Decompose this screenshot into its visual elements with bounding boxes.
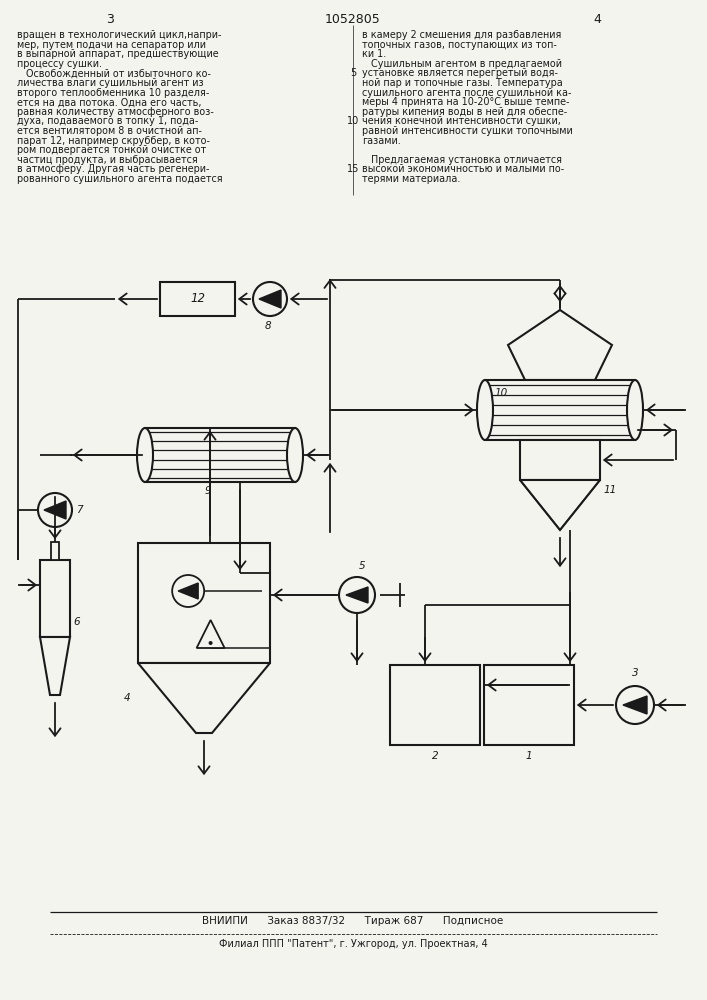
Bar xyxy=(390,665,480,745)
Text: 3: 3 xyxy=(106,13,114,26)
Text: ется вентилятором 8 в очистной ап-: ется вентилятором 8 в очистной ап- xyxy=(17,126,202,136)
Ellipse shape xyxy=(287,428,303,482)
Text: в камеру 2 смешения для разбавления: в камеру 2 смешения для разбавления xyxy=(362,30,561,40)
Text: ки 1.: ки 1. xyxy=(362,49,386,59)
Text: рованного сушильного агента подается: рованного сушильного агента подается xyxy=(17,174,223,184)
Polygon shape xyxy=(520,480,600,530)
Text: 10: 10 xyxy=(495,388,508,398)
Text: терями материала.: терями материала. xyxy=(362,174,460,184)
Text: 1: 1 xyxy=(526,751,532,761)
Circle shape xyxy=(253,282,287,316)
Circle shape xyxy=(616,686,654,724)
Text: высокой экономичностью и малыми по-: высокой экономичностью и малыми по- xyxy=(362,164,564,174)
Text: 4: 4 xyxy=(124,693,130,703)
Text: в выпарной аппарат, предшествующие: в выпарной аппарат, предшествующие xyxy=(17,49,218,59)
Ellipse shape xyxy=(477,380,493,440)
Text: 3: 3 xyxy=(631,668,638,678)
Text: мер, путем подачи на сепаратор или: мер, путем подачи на сепаратор или xyxy=(17,40,206,50)
Text: 7: 7 xyxy=(76,505,83,515)
Text: в атмосферу. Другая часть регенери-: в атмосферу. Другая часть регенери- xyxy=(17,164,209,174)
Text: ратуры кипения воды в ней для обеспе-: ратуры кипения воды в ней для обеспе- xyxy=(362,107,567,117)
Bar xyxy=(40,560,70,637)
Polygon shape xyxy=(178,583,198,599)
Text: 10: 10 xyxy=(347,116,359,126)
Polygon shape xyxy=(508,310,612,380)
Text: газами.: газами. xyxy=(362,136,401,146)
Polygon shape xyxy=(40,637,70,695)
Text: 4: 4 xyxy=(593,13,601,26)
Bar xyxy=(485,380,635,440)
Text: 12: 12 xyxy=(190,292,205,306)
Text: парат 12, например скруббер, в кото-: парат 12, например скруббер, в кото- xyxy=(17,136,210,146)
Ellipse shape xyxy=(627,380,643,440)
Circle shape xyxy=(38,493,72,527)
Bar xyxy=(138,543,270,663)
Text: 9: 9 xyxy=(205,486,211,496)
Circle shape xyxy=(173,575,204,607)
Bar xyxy=(51,542,59,560)
Circle shape xyxy=(339,577,375,613)
Text: Сушильным агентом в предлагаемой: Сушильным агентом в предлагаемой xyxy=(362,59,562,69)
Text: 6: 6 xyxy=(73,617,80,627)
Text: Филиал ППП "Патент", г. Ужгород, ул. Проектная, 4: Филиал ППП "Патент", г. Ужгород, ул. Про… xyxy=(218,939,487,949)
Text: процессу сушки.: процессу сушки. xyxy=(17,59,102,69)
Text: равной интенсивности сушки топочными: равной интенсивности сушки топочными xyxy=(362,126,573,136)
Text: сушильного агента после сушильной ка-: сушильного агента после сушильной ка- xyxy=(362,88,571,98)
Text: ной пар и топочные газы. Температура: ной пар и топочные газы. Температура xyxy=(362,78,563,88)
Bar xyxy=(145,428,295,482)
Bar xyxy=(160,282,235,316)
Text: 2: 2 xyxy=(432,751,438,761)
Text: 5: 5 xyxy=(358,561,366,571)
Text: ется на два потока. Одна его часть,: ется на два потока. Одна его часть, xyxy=(17,97,201,107)
Text: второго теплообменника 10 разделя-: второго теплообменника 10 разделя- xyxy=(17,88,209,98)
Text: 5: 5 xyxy=(350,68,356,78)
Text: частиц продукта, и выбрасывается: частиц продукта, и выбрасывается xyxy=(17,155,198,165)
Text: личества влаги сушильный агент из: личества влаги сушильный агент из xyxy=(17,78,204,88)
Text: Предлагаемая установка отличается: Предлагаемая установка отличается xyxy=(362,155,562,165)
Polygon shape xyxy=(197,620,225,648)
Ellipse shape xyxy=(137,428,153,482)
Polygon shape xyxy=(623,696,647,714)
Polygon shape xyxy=(138,663,270,733)
Bar xyxy=(520,440,600,480)
Text: равная количеству атмосферного воз-: равная количеству атмосферного воз- xyxy=(17,107,214,117)
Circle shape xyxy=(209,641,213,645)
Text: 11: 11 xyxy=(604,485,617,495)
Text: топочных газов, поступающих из топ-: топочных газов, поступающих из топ- xyxy=(362,40,557,50)
Bar xyxy=(484,665,574,745)
Text: Освобожденный от избыточного ко-: Освобожденный от избыточного ко- xyxy=(17,68,211,78)
Text: чения конечной интенсивности сушки,: чения конечной интенсивности сушки, xyxy=(362,116,561,126)
Text: ВНИИПИ      Заказ 8837/32      Тираж 687      Подписное: ВНИИПИ Заказ 8837/32 Тираж 687 Подписное xyxy=(202,916,503,926)
Text: установке является перегретый водя-: установке является перегретый водя- xyxy=(362,68,558,78)
Polygon shape xyxy=(259,290,281,308)
Text: духа, подаваемого в топку 1, пода-: духа, подаваемого в топку 1, пода- xyxy=(17,116,199,126)
Polygon shape xyxy=(346,587,368,603)
Text: ром подвергается тонкой очистке от: ром подвергается тонкой очистке от xyxy=(17,145,206,155)
Text: меры 4 принята на 10-20°С выше темпе-: меры 4 принята на 10-20°С выше темпе- xyxy=(362,97,570,107)
Polygon shape xyxy=(44,501,66,519)
Text: 8: 8 xyxy=(264,321,271,331)
Text: 15: 15 xyxy=(347,164,359,174)
Text: 1052805: 1052805 xyxy=(325,13,381,26)
Text: вращен в технологический цикл,напри-: вращен в технологический цикл,напри- xyxy=(17,30,221,40)
